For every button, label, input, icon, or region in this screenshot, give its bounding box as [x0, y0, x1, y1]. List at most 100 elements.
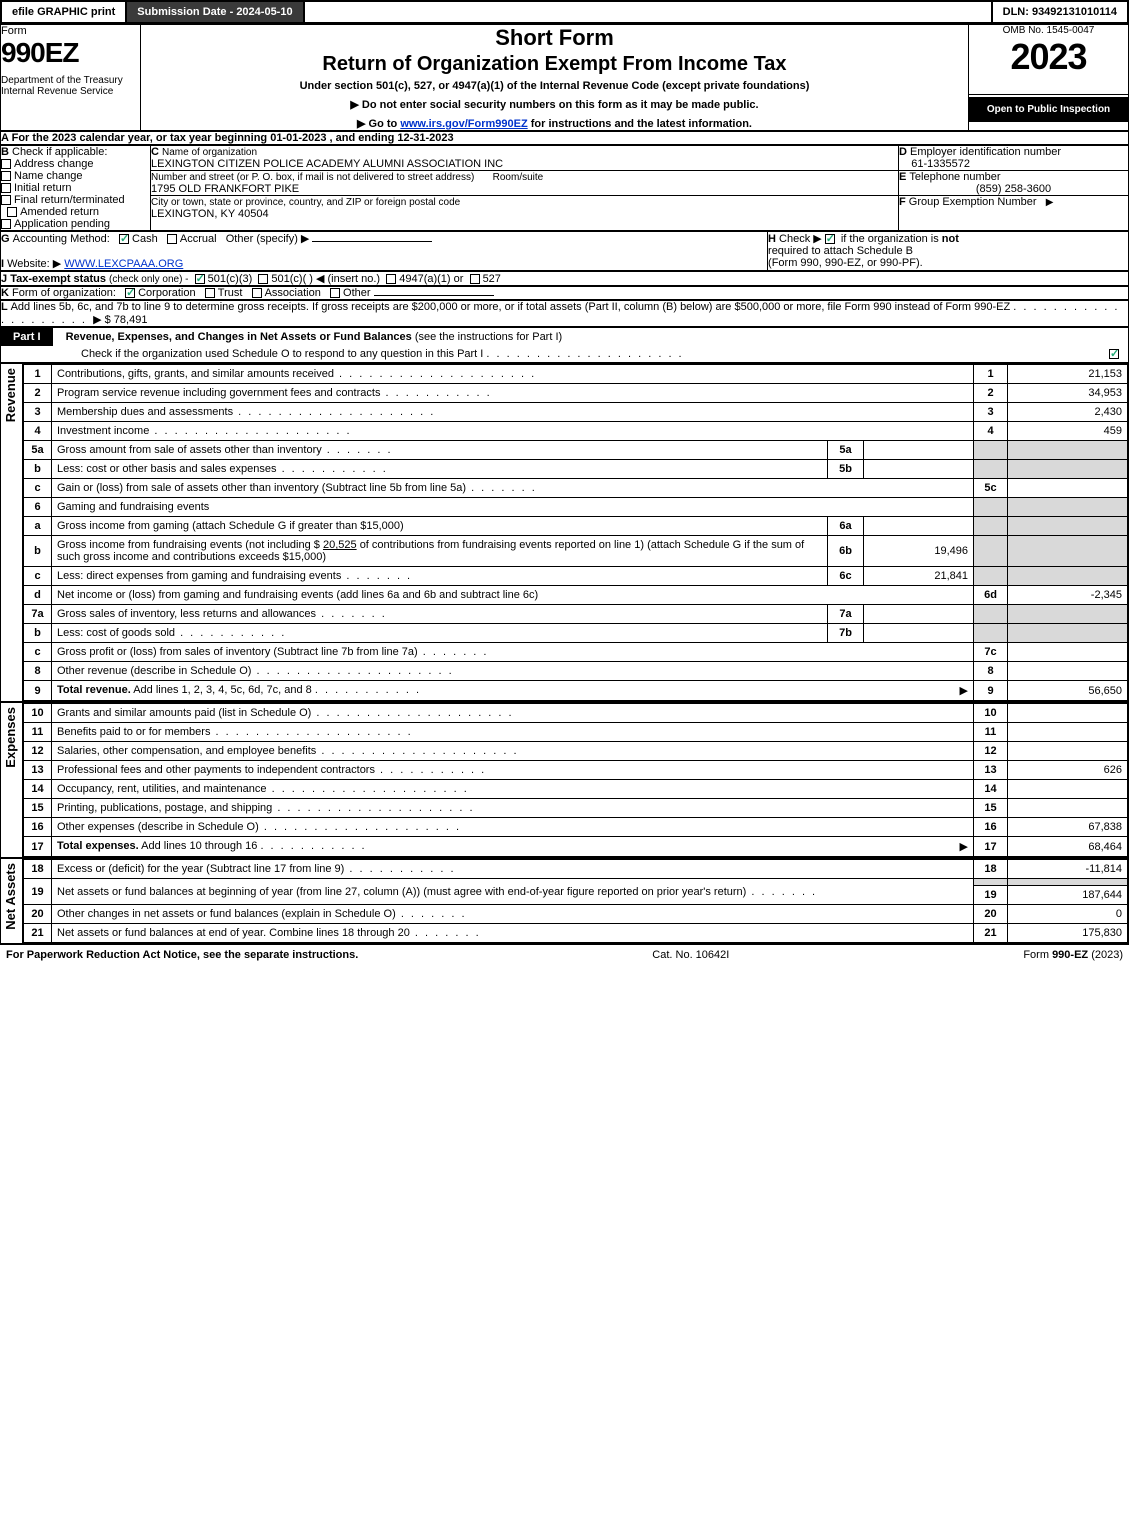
room-label: Room/suite	[493, 172, 544, 183]
l5b-sv	[864, 460, 974, 479]
chk-trust[interactable]	[205, 288, 215, 298]
arrow-icon: ▶	[960, 840, 968, 853]
footer-left: For Paperwork Reduction Act Notice, see …	[6, 949, 358, 961]
org-name: LEXINGTON CITIZEN POLICE ACADEMY ALUMNI …	[151, 158, 503, 170]
l19-d: Net assets or fund balances at beginning…	[57, 886, 817, 898]
chk-name-change[interactable]	[1, 171, 11, 181]
l16-n: 16	[24, 818, 52, 837]
part1-label: Part I	[1, 328, 53, 346]
chk-address-change[interactable]	[1, 159, 11, 169]
omb: OMB No. 1545-0047	[969, 25, 1128, 36]
l9-num: 9	[974, 681, 1008, 701]
l6a-sv	[864, 517, 974, 536]
l17-d-strong: Total expenses.	[57, 840, 139, 852]
l6b-sn: 6b	[828, 536, 864, 567]
l21-amt: 175,830	[1008, 924, 1128, 943]
form-header: Form 990EZ Department of the Treasury In…	[0, 24, 1129, 131]
irs-link[interactable]: www.irs.gov/Form990EZ	[400, 118, 527, 130]
l12-d: Salaries, other compensation, and employ…	[57, 745, 519, 757]
l11-num: 11	[974, 723, 1008, 742]
l5a-sn: 5a	[828, 441, 864, 460]
l9-d-strong: Total revenue.	[57, 684, 131, 696]
l14-d: Occupancy, rent, utilities, and maintena…	[57, 783, 469, 795]
l6-numshade	[974, 498, 1008, 517]
l4-d: Investment income	[57, 425, 352, 437]
chk-527[interactable]	[470, 274, 480, 284]
chk-amended[interactable]	[7, 207, 17, 217]
l7c-n: c	[24, 643, 52, 662]
opt-name-change: Name change	[14, 170, 83, 182]
part1-check-line: Check if the organization used Schedule …	[81, 348, 483, 360]
l3-num: 3	[974, 403, 1008, 422]
l19-num: 19	[974, 886, 1008, 905]
l6d-num: 6d	[974, 586, 1008, 605]
l7a-numshade	[974, 605, 1008, 624]
l10-d: Grants and similar amounts paid (list in…	[57, 707, 514, 719]
l6b-n: b	[24, 536, 52, 567]
chk-corp[interactable]	[125, 288, 135, 298]
l6a-n: a	[24, 517, 52, 536]
e-label: Telephone number	[909, 171, 1000, 183]
city-label: City or town, state or province, country…	[151, 197, 460, 208]
l2-d: Program service revenue including govern…	[57, 387, 492, 399]
chk-cash[interactable]	[119, 234, 129, 244]
identity-block: B Check if applicable: Address change Na…	[0, 145, 1129, 231]
chk-assoc[interactable]	[252, 288, 262, 298]
chk-501c[interactable]	[258, 274, 268, 284]
other-org-input[interactable]	[374, 295, 494, 296]
l5b-numshade	[974, 460, 1008, 479]
l19-numshade	[974, 879, 1008, 886]
l9-d: Add lines 1, 2, 3, 4, 5c, 6d, 7c, and 8	[133, 684, 312, 696]
lbl-assoc: Association	[265, 287, 321, 299]
footer-center: Cat. No. 10642I	[652, 949, 729, 961]
l5b-n: b	[24, 460, 52, 479]
chk-initial[interactable]	[1, 183, 11, 193]
chk-schedule-o[interactable]	[1109, 349, 1119, 359]
l5c-d: Gain or (loss) from sale of assets other…	[57, 482, 537, 494]
other-specify-input[interactable]	[312, 241, 432, 242]
chk-other-org[interactable]	[330, 288, 340, 298]
website-link[interactable]: WWW.LEXCPAAA.ORG	[64, 258, 183, 270]
l6b-d-amt: 20,525	[323, 539, 357, 551]
l6d-amt: -2,345	[1008, 586, 1128, 605]
chk-4947[interactable]	[386, 274, 396, 284]
revenue-lines: 1 Contributions, gifts, grants, and simi…	[23, 364, 1128, 701]
l13-amt: 626	[1008, 761, 1128, 780]
street-label: Number and street (or P. O. box, if mail…	[151, 172, 474, 183]
title-return: Return of Organization Exempt From Incom…	[141, 53, 968, 76]
l12-amt	[1008, 742, 1128, 761]
chk-accrual[interactable]	[167, 234, 177, 244]
l15-amt	[1008, 799, 1128, 818]
lbl-corp: Corporation	[138, 287, 195, 299]
l14-amt	[1008, 780, 1128, 799]
chk-sched-b-not-required[interactable]	[825, 234, 835, 244]
l8-amt	[1008, 662, 1128, 681]
h-line2: required to attach Schedule B	[768, 245, 913, 257]
l5b-sn: 5b	[828, 460, 864, 479]
l9-dots	[315, 684, 421, 696]
l1-d: Contributions, gifts, grants, and simila…	[57, 368, 536, 380]
chk-pending[interactable]	[1, 219, 11, 229]
subtitle: Under section 501(c), 527, or 4947(a)(1)…	[141, 80, 968, 92]
l9-amt: 56,650	[1008, 681, 1128, 701]
l1-n: 1	[24, 365, 52, 384]
efile-print-button[interactable]: efile GRAPHIC print	[2, 2, 127, 22]
l2-n: 2	[24, 384, 52, 403]
l18-d: Excess or (deficit) for the year (Subtra…	[57, 863, 456, 875]
l20-amt: 0	[1008, 905, 1128, 924]
l4-amt: 459	[1008, 422, 1128, 441]
l7a-sv	[864, 605, 974, 624]
lbl-other-org: Other	[343, 287, 371, 299]
part1-dots	[486, 348, 683, 360]
l5a-n: 5a	[24, 441, 52, 460]
l11-amt	[1008, 723, 1128, 742]
l1-num: 1	[974, 365, 1008, 384]
l6c-d: Less: direct expenses from gaming and fu…	[57, 570, 412, 582]
l7b-sn: 7b	[828, 624, 864, 643]
l6c-sv: 21,841	[864, 567, 974, 586]
chk-501c3[interactable]	[195, 274, 205, 284]
h-post: if the organization is	[841, 233, 942, 245]
l6-amtshade	[1008, 498, 1128, 517]
l14-num: 14	[974, 780, 1008, 799]
chk-final[interactable]	[1, 195, 11, 205]
